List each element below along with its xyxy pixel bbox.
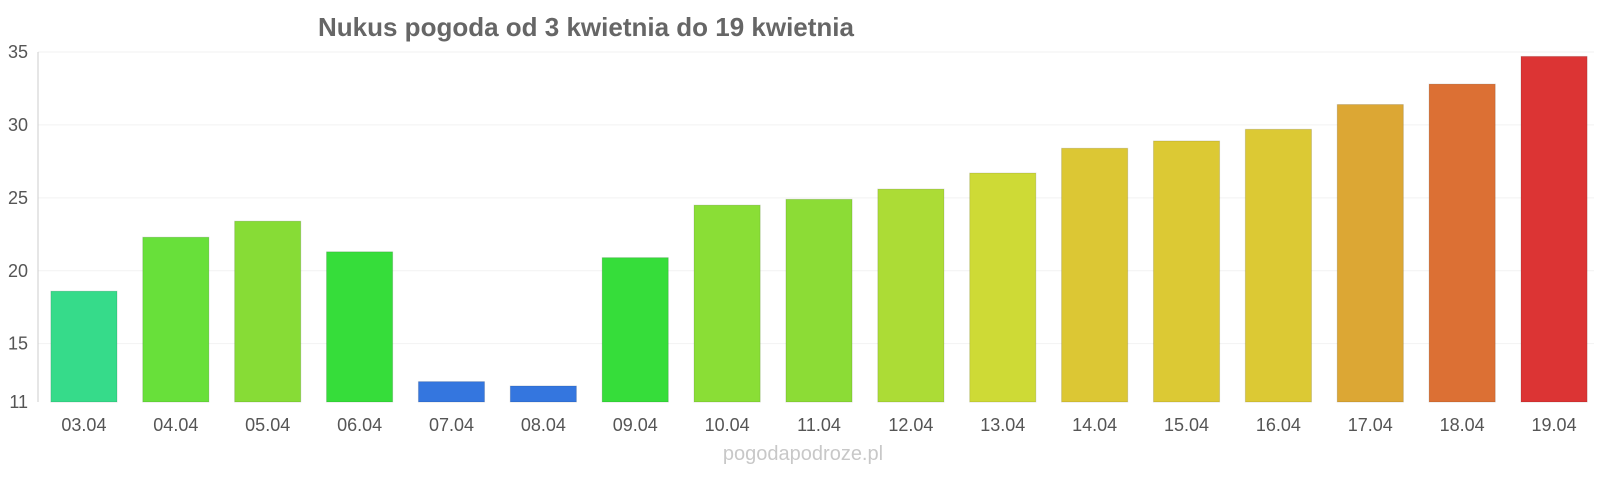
bars xyxy=(50,55,1588,403)
x-axis-ticks: 03.04 04.04 05.04 06.04 07.04 08.04 09.04 10.04… xyxy=(61,415,1576,435)
y-tick-label: 15 xyxy=(8,334,28,354)
x-tick-label: 19.04 xyxy=(1532,415,1577,435)
y-tick-label: 35 xyxy=(8,42,28,62)
bar-12.04 xyxy=(877,188,945,403)
x-tick-label: 17.04 xyxy=(1348,415,1393,435)
x-tick-label: 11.04 xyxy=(797,415,841,435)
x-tick-label: 07.04 xyxy=(429,415,474,435)
bar-06.04 xyxy=(326,251,394,403)
y-tick-label: 25 xyxy=(8,188,28,208)
bar-16.04 xyxy=(1244,128,1312,403)
y-tick-label: 20 xyxy=(8,261,28,281)
x-tick-label: 14.04 xyxy=(1072,415,1117,435)
bar-09.04 xyxy=(601,257,669,403)
bar-03.04 xyxy=(50,290,118,403)
bar-13.04 xyxy=(969,172,1037,403)
watermark: pogodapodroze.pl xyxy=(723,443,883,465)
x-tick-label: 05.04 xyxy=(245,415,290,435)
y-tick-label: 11 xyxy=(9,392,28,412)
chart-title: Nukus pogoda od 3 kwietnia do 19 kwietni… xyxy=(318,12,855,42)
x-tick-label: 10.04 xyxy=(705,415,750,435)
x-tick-label: 04.04 xyxy=(153,415,198,435)
x-tick-label: 16.04 xyxy=(1256,415,1301,435)
bar-10.04 xyxy=(693,204,761,403)
bar-17.04 xyxy=(1336,104,1404,403)
bar-05.04 xyxy=(234,220,302,403)
bar-11.04 xyxy=(785,198,853,403)
bar-04.04 xyxy=(142,236,210,403)
bar-19.04 xyxy=(1520,55,1588,403)
x-tick-label: 09.04 xyxy=(613,415,658,435)
x-tick-label: 06.04 xyxy=(337,415,382,435)
x-tick-label: 13.04 xyxy=(980,415,1025,435)
bar-08.04 xyxy=(509,385,577,403)
bar-15.04 xyxy=(1152,140,1221,403)
x-tick-label: 15.04 xyxy=(1164,415,1209,435)
y-axis-ticks: 11 15 20 25 30 35 xyxy=(8,42,28,412)
bar-07.04 xyxy=(417,381,486,403)
bar-14.04 xyxy=(1061,147,1129,403)
bar-18.04 xyxy=(1428,83,1496,403)
x-tick-label: 12.04 xyxy=(888,415,933,435)
y-tick-label: 30 xyxy=(8,115,28,135)
x-tick-label: 03.04 xyxy=(61,415,106,435)
x-tick-label: 18.04 xyxy=(1440,415,1485,435)
x-tick-label: 08.04 xyxy=(521,415,566,435)
